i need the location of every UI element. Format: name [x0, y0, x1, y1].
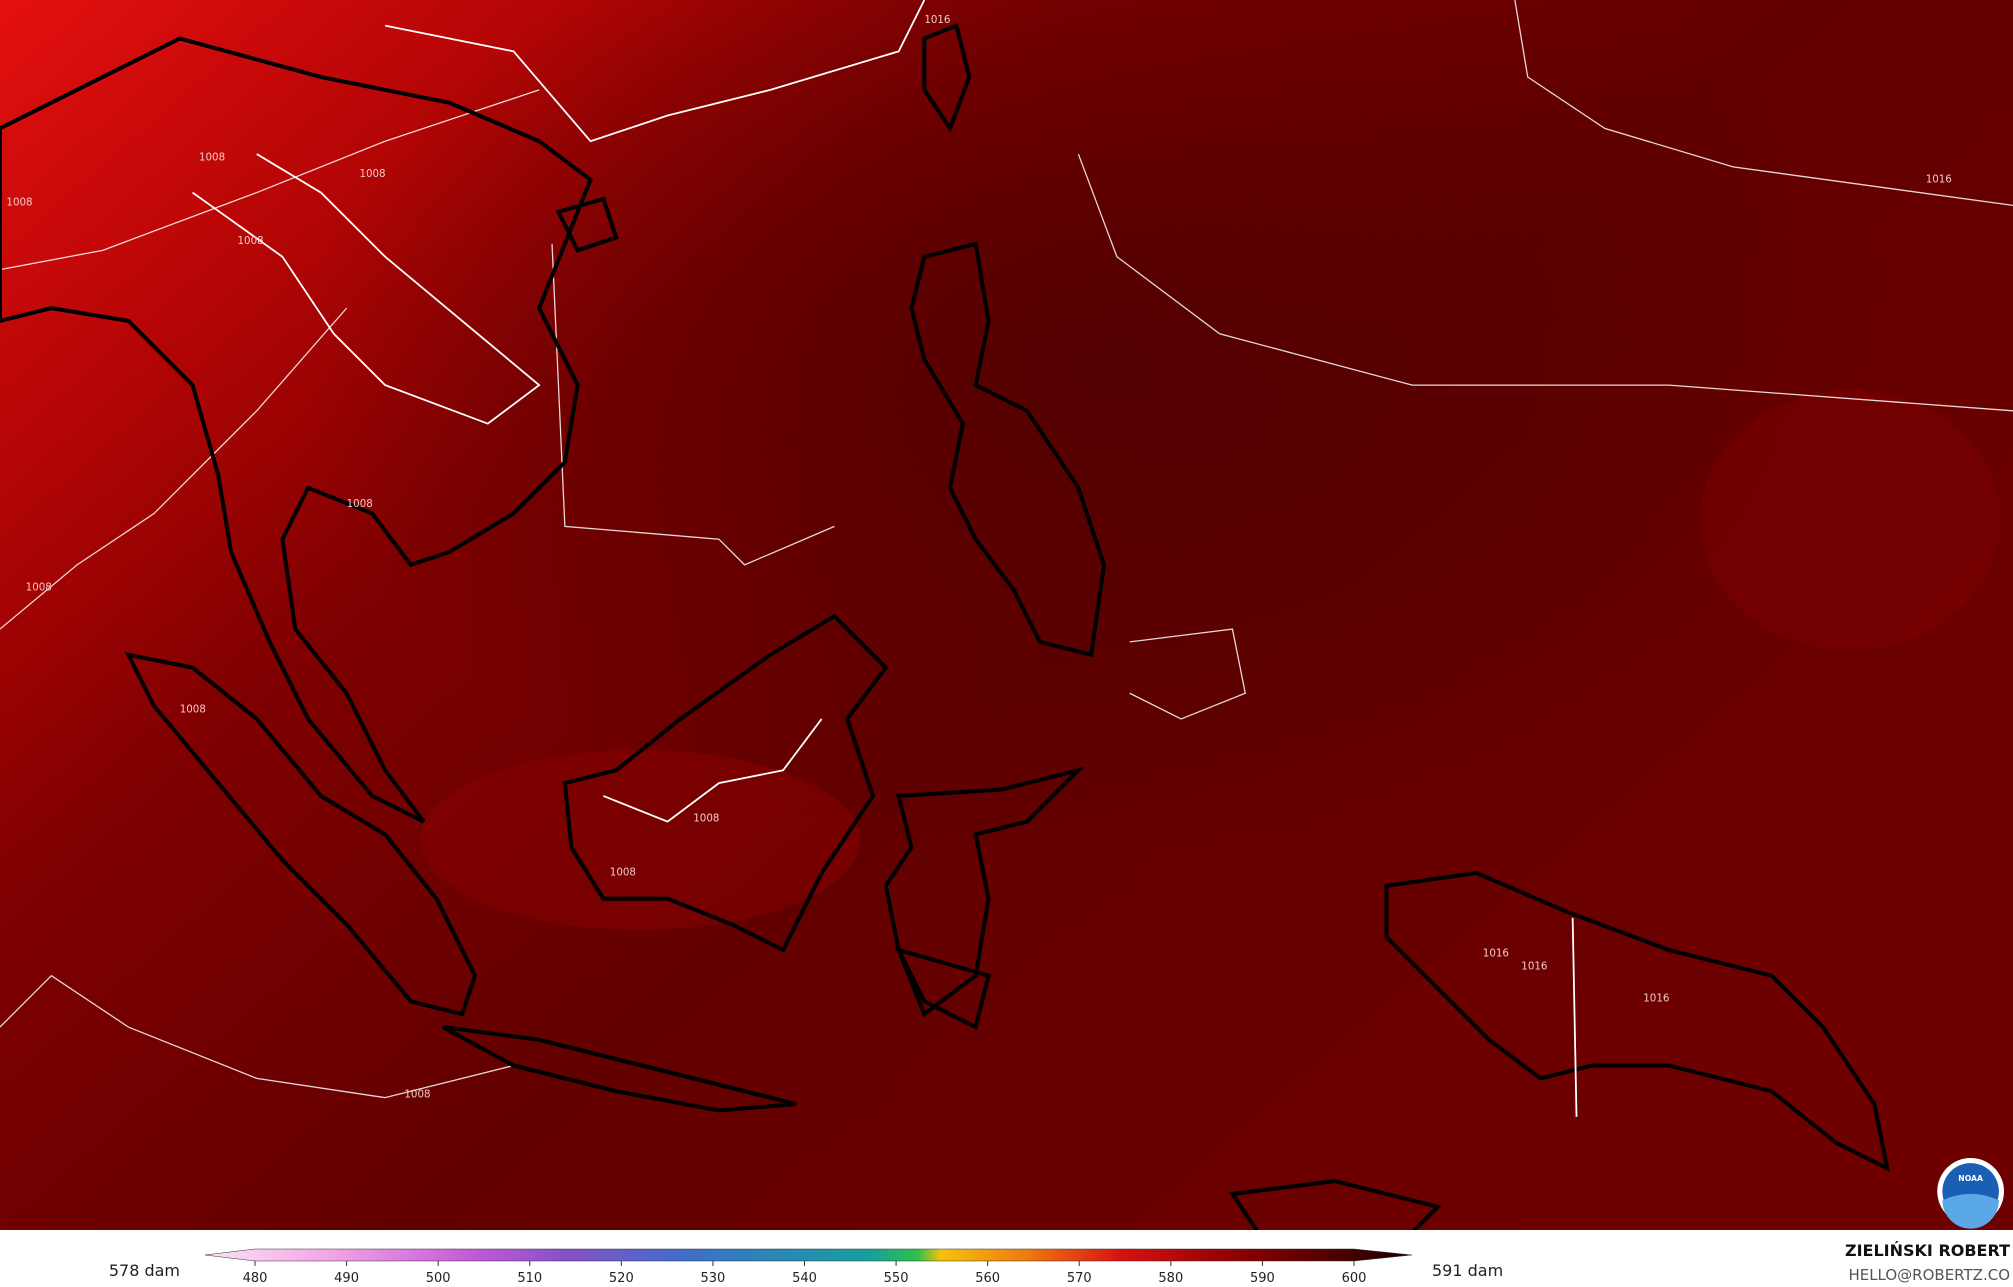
colorbar-tick-label: 500 [426, 1271, 451, 1286]
colorbar-min-label: 578 dam [109, 1261, 180, 1280]
credit-contact: HELLO@ROBERTZ.CO [1848, 1266, 2010, 1284]
contour-labels: 1008 1008 1008 1008 1008 1008 1008 1008 1008 1008… [6, 14, 1951, 1101]
contour-label: 1008 [238, 235, 264, 247]
colorbar-tick-label: 600 [1342, 1271, 1367, 1286]
colorbar-tick-label: 540 [792, 1271, 817, 1286]
contour-label: 1016 [1926, 173, 1952, 185]
contour-label: 1008 [610, 867, 636, 879]
map-shade [1700, 390, 2000, 650]
contour-label: 1008 [199, 151, 225, 163]
contour-label: 1016 [1483, 947, 1509, 959]
contour-label: 1008 [26, 582, 52, 594]
contour-label: 1008 [347, 498, 373, 510]
colorbar-ticks: 480 490 500 510 520 530 540 550 560 570 580 590 600 [243, 1261, 1367, 1286]
contour-label: 1008 [359, 168, 385, 180]
contour-label: 1008 [693, 813, 719, 825]
contour-label: 1016 [924, 14, 950, 26]
map-lines: 1008 1008 1008 1008 1008 1008 1008 1008 1008 1008… [0, 0, 2013, 1235]
colorbar-tick-label: 550 [884, 1271, 909, 1286]
contour-label: 1008 [6, 196, 32, 208]
contour-label: 1008 [404, 1089, 430, 1101]
colorbar-tick-label: 530 [701, 1271, 726, 1286]
contour-label: 1008 [180, 704, 206, 716]
colorbar-tick-label: 560 [975, 1271, 1000, 1286]
logo-text: NOAA [1958, 1174, 1983, 1183]
colorbar-tick-label: 480 [243, 1271, 268, 1286]
colorbar-tick-label: 490 [334, 1271, 359, 1286]
contour-label: 1016 [1643, 992, 1669, 1004]
map-shade [420, 750, 860, 930]
isobars [0, 0, 2013, 1098]
colorbar-tick-label: 570 [1067, 1271, 1092, 1286]
colorbar-tick-label: 510 [517, 1271, 542, 1286]
logo [1942, 1193, 1999, 1229]
colorbar-max-label: 591 dam [1432, 1261, 1503, 1280]
contour-label: 1016 [1521, 960, 1547, 972]
credit-name: ZIELIŃSKI ROBERT [1845, 1241, 2010, 1260]
coastlines [0, 23, 1890, 1235]
colorbar [204, 1248, 1413, 1262]
colorbar-tick-label: 590 [1250, 1271, 1275, 1286]
colorbar-tick-label: 520 [609, 1271, 634, 1286]
map-shade [0, 0, 2013, 1230]
colorbar-tick-label: 580 [1158, 1271, 1183, 1286]
